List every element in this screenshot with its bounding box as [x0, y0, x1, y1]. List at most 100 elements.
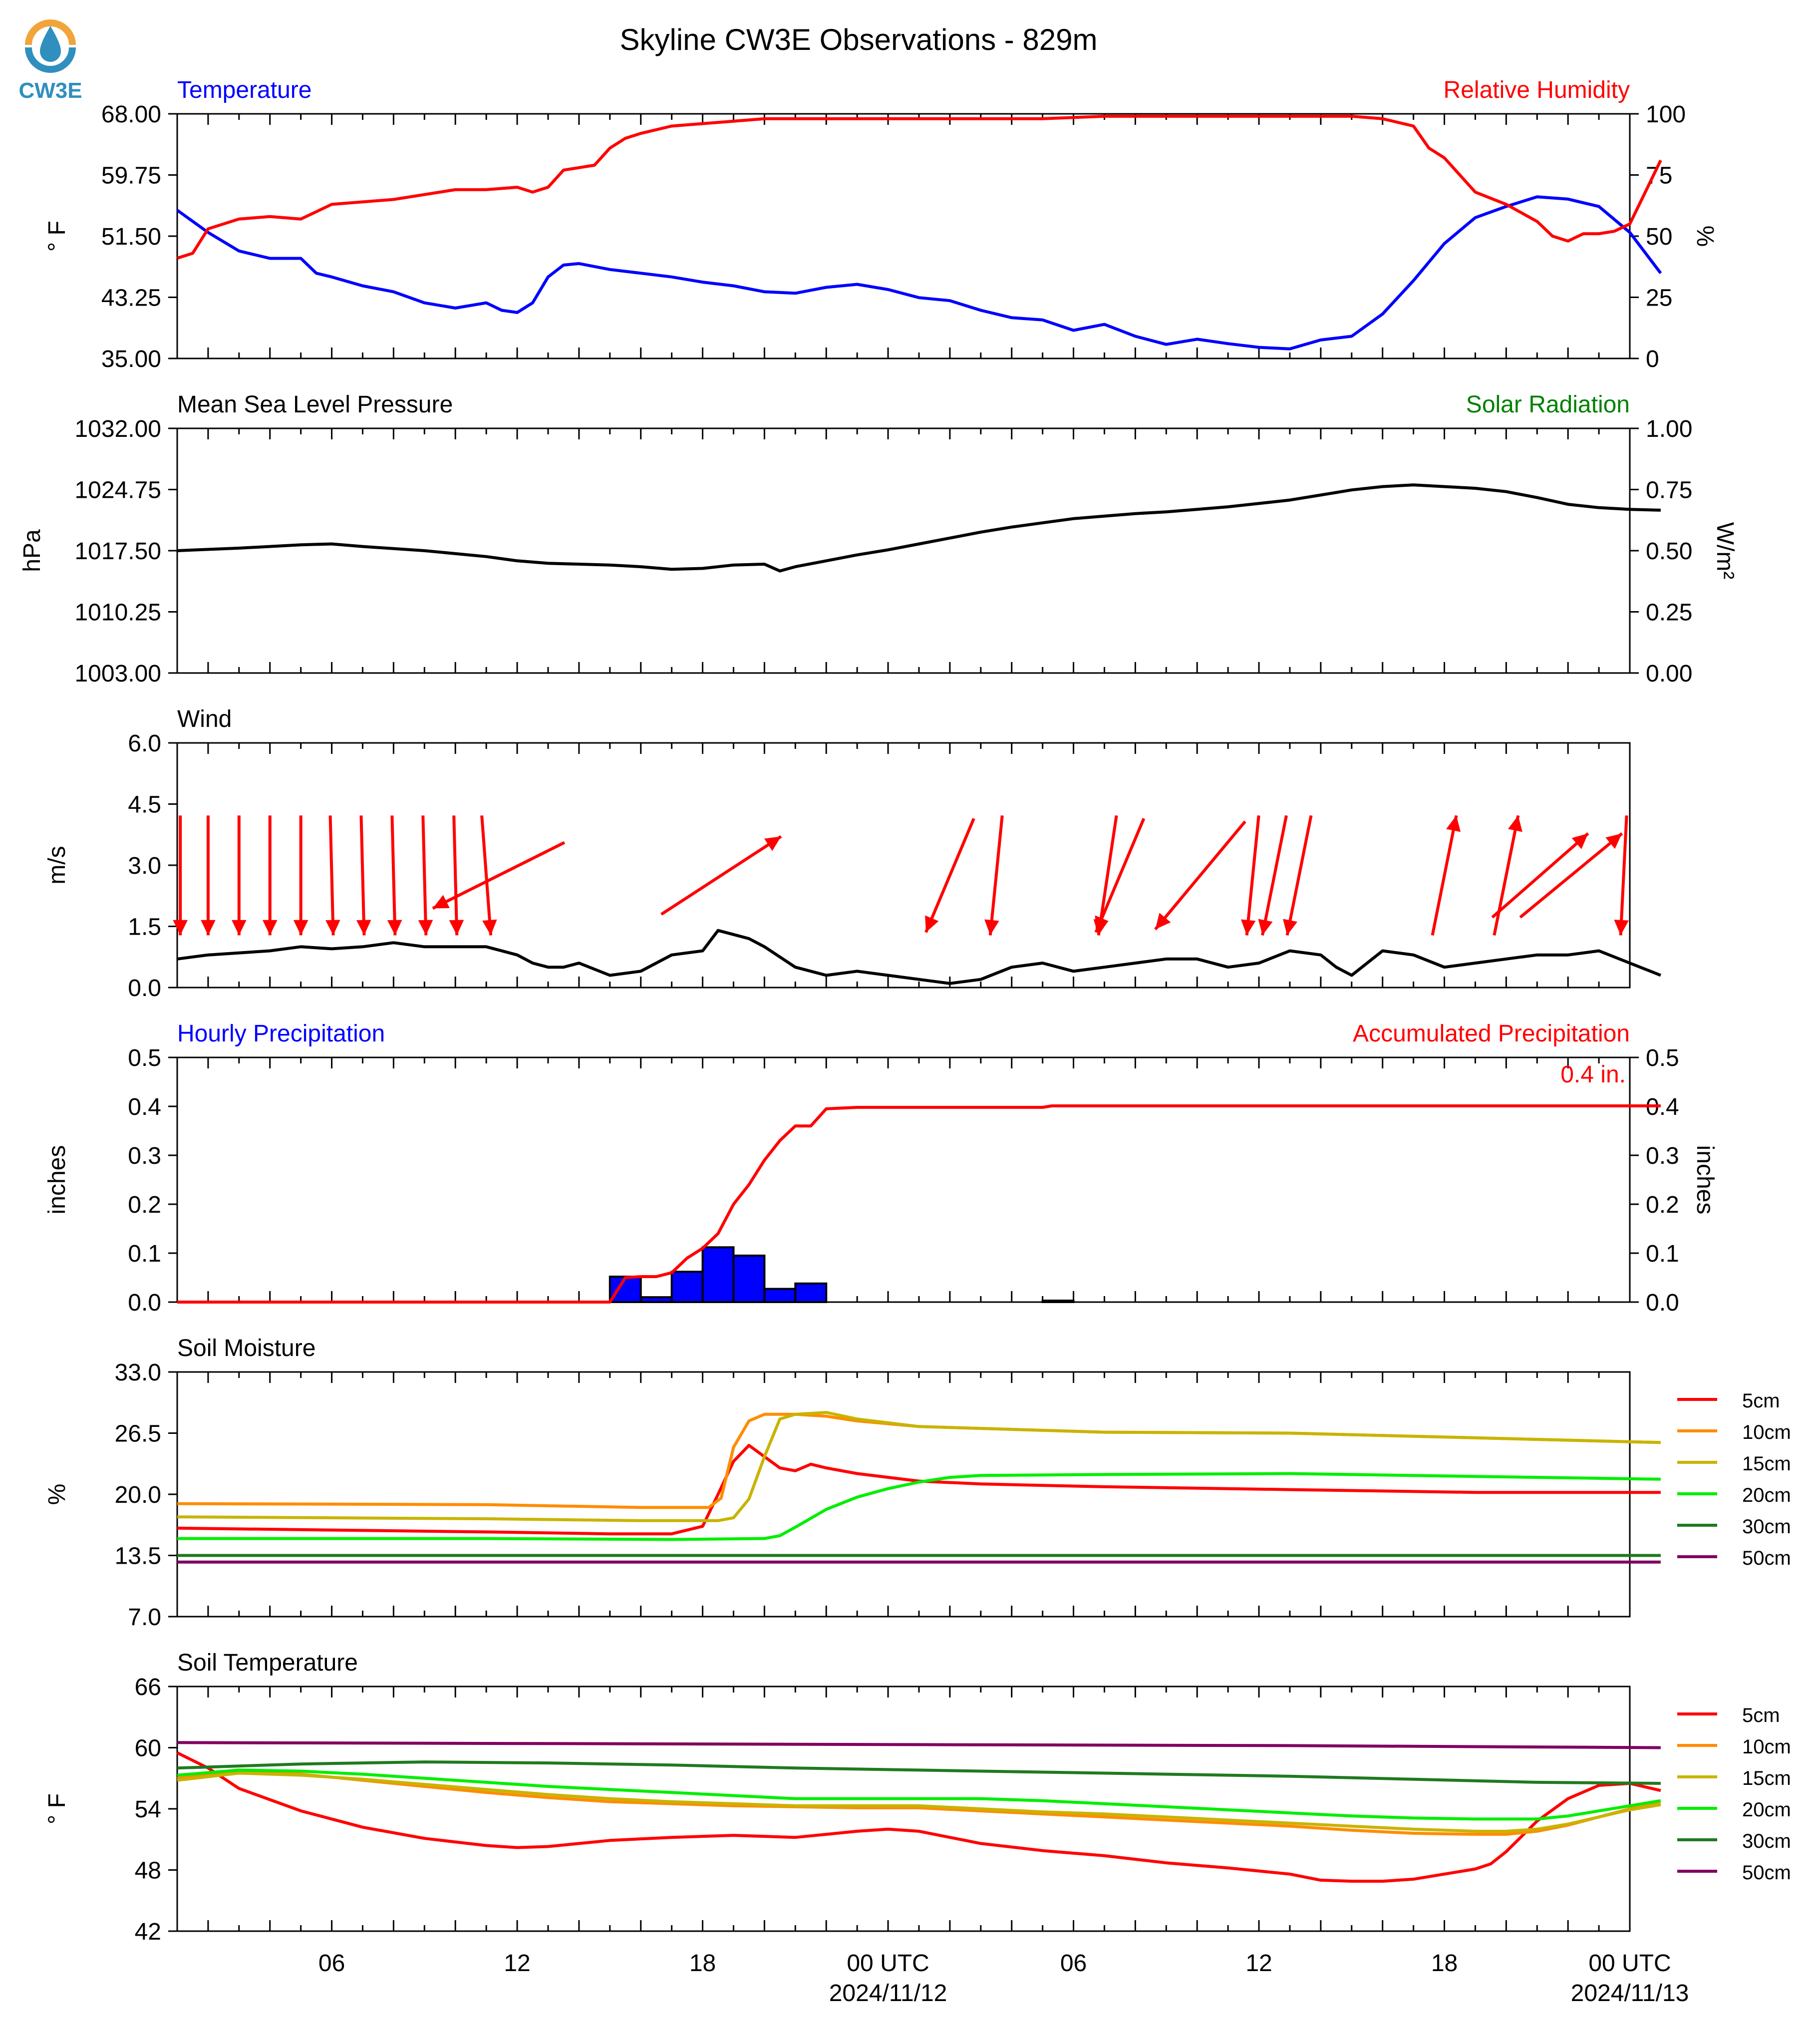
precip-bar — [639, 1296, 673, 1303]
y-tick-label-left: 0.4 — [128, 1094, 161, 1120]
precip-bar — [732, 1254, 766, 1303]
y-tick-label-right: 100 — [1646, 101, 1686, 128]
wind-arrow-head — [1283, 919, 1298, 936]
panel-title-left: Hourly Precipitation — [177, 1020, 385, 1047]
logo-ring-bottom-icon — [25, 47, 76, 73]
precip-bar — [670, 1271, 704, 1303]
y-tick-label-left: 60 — [135, 1735, 161, 1762]
y-tick-label-left: 0.2 — [128, 1192, 161, 1218]
accum-annotation: 0.4 in. — [1560, 1061, 1626, 1088]
y-axis-label-right: W/m² — [1712, 522, 1738, 580]
x-tick-label: 06 — [1060, 1950, 1087, 1977]
legend-label: 10cm — [1742, 1421, 1791, 1443]
y-axis-label-right: inches — [1692, 1145, 1718, 1215]
panel-pressure: 1032.00 1024.75 1017.50 1010.25 1003.00 1.00 0… — [19, 391, 1738, 687]
wind-arrow-shaft — [924, 818, 975, 933]
logo-text: CW3E — [18, 78, 82, 103]
wind-arrow-shaft — [988, 815, 1004, 936]
wind-arrow — [1493, 815, 1522, 936]
series-15cm — [177, 1771, 1661, 1833]
y-tick-label-right: 50 — [1646, 224, 1672, 250]
wind-arrow-shaft — [1619, 815, 1628, 936]
y-tick-label-right: 0.75 — [1646, 477, 1692, 504]
wind-arrow-head — [1614, 920, 1629, 936]
y-tick-label-left: 1003.00 — [74, 661, 161, 687]
wind-arrow — [325, 815, 340, 936]
wind-arrow — [449, 815, 464, 936]
y-tick-label-right: 0.0 — [1646, 1290, 1679, 1316]
x-tick-label: 00 UTC — [847, 1950, 929, 1977]
y-axis-label-left: m/s — [44, 846, 70, 884]
panel-title-right: Accumulated Precipitation — [1353, 1020, 1630, 1047]
series-mean-sea-level-pressure — [177, 483, 1661, 573]
wind-arrow — [1240, 815, 1260, 936]
y-tick-label-left: 26.5 — [115, 1421, 161, 1447]
series-temperature — [176, 195, 1662, 350]
y-tick-label-left: 3.0 — [128, 853, 161, 879]
y-tick-label-left: 0.0 — [128, 1290, 161, 1316]
legend-label: 30cm — [1742, 1830, 1791, 1852]
wind-arrow — [262, 815, 278, 936]
wind-arrow — [660, 835, 782, 916]
series-wind-speed — [177, 929, 1662, 985]
y-tick-label-left: 1032.00 — [74, 416, 161, 442]
y-axis-label-left: inches — [44, 1145, 70, 1215]
wind-arrow-head — [449, 920, 464, 936]
wind-arrow — [232, 815, 247, 936]
wind-arrow-head — [293, 920, 308, 936]
panel-precip: 0.50.40.30.20.10.00.50.40.30.20.10.0Hour… — [44, 1020, 1718, 1316]
wind-arrow-shaft — [359, 815, 366, 936]
figure-title: Skyline CW3E Observations - 829m — [619, 23, 1097, 56]
x-tick-label: 12 — [504, 1950, 530, 1977]
y-tick-label-left: 0.1 — [128, 1241, 161, 1267]
y-tick-label-left: 1017.50 — [74, 538, 161, 565]
wind-arrow — [432, 841, 566, 910]
legend-label: 20cm — [1742, 1799, 1791, 1821]
wind-arrow-head — [201, 920, 216, 936]
panel-title-left: Temperature — [177, 77, 311, 103]
y-tick-label-left: 48 — [135, 1858, 161, 1884]
y-tick-label-left: 0.3 — [128, 1143, 161, 1169]
y-tick-label-left: 0.5 — [128, 1045, 161, 1071]
x-tick-label: 18 — [1431, 1950, 1458, 1977]
y-tick-label-left: 1024.75 — [74, 477, 161, 504]
precip-bar — [763, 1288, 797, 1304]
wind-arrow — [1154, 820, 1246, 931]
series-5cm — [176, 1751, 1661, 1883]
y-tick-label-right: 0.00 — [1646, 661, 1692, 687]
x-tick-label: 18 — [689, 1950, 716, 1977]
y-tick-label-right: 25 — [1646, 285, 1672, 312]
y-tick-label-left: 66 — [135, 1674, 161, 1700]
y-tick-label-right: 1.00 — [1646, 416, 1692, 442]
wind-arrow-head — [232, 920, 247, 936]
wind-arrow-shaft — [1094, 818, 1146, 933]
series-15cm — [177, 1411, 1661, 1522]
panels: 68.0059.7551.5043.2535.001007550250Tempe… — [19, 77, 1791, 2007]
legend-label: 15cm — [1742, 1767, 1791, 1789]
wind-arrow-shaft — [452, 815, 459, 936]
wind-arrow — [1614, 815, 1629, 936]
x-tick-label: 06 — [318, 1950, 345, 1977]
y-tick-label-left: 59.75 — [101, 163, 161, 189]
water-drop-icon — [40, 26, 61, 62]
precip-bar — [794, 1282, 828, 1304]
precip-bar — [1041, 1300, 1075, 1304]
series-10cm — [177, 1770, 1661, 1836]
wind-arrow-head — [173, 920, 188, 936]
wind-arrow-head — [1155, 913, 1171, 930]
legend-label: 30cm — [1742, 1516, 1791, 1538]
panel-title-left: Mean Sea Level Pressure — [177, 391, 453, 418]
y-tick-label-right: 0.25 — [1646, 600, 1692, 626]
wind-arrow — [173, 815, 188, 936]
legend-label: 20cm — [1742, 1484, 1791, 1506]
x-tick-sublabel: 2024/11/12 — [829, 1980, 947, 2007]
wind-arrow — [480, 815, 497, 936]
panel-soil_temp: 66 60 54 48 42 Soil Temperature ° F 5cm 10cm 15cm… — [44, 1650, 1791, 2007]
wind-arrow-shaft — [1493, 815, 1520, 936]
legend-label: 5cm — [1742, 1704, 1780, 1726]
y-tick-label-left: 4.5 — [128, 792, 161, 818]
wind-arrow-head — [418, 920, 433, 936]
y-tick-label-right: 0.1 — [1646, 1241, 1679, 1267]
y-tick-label-left: 0.0 — [128, 975, 161, 1002]
series-50cm — [177, 1741, 1661, 1749]
